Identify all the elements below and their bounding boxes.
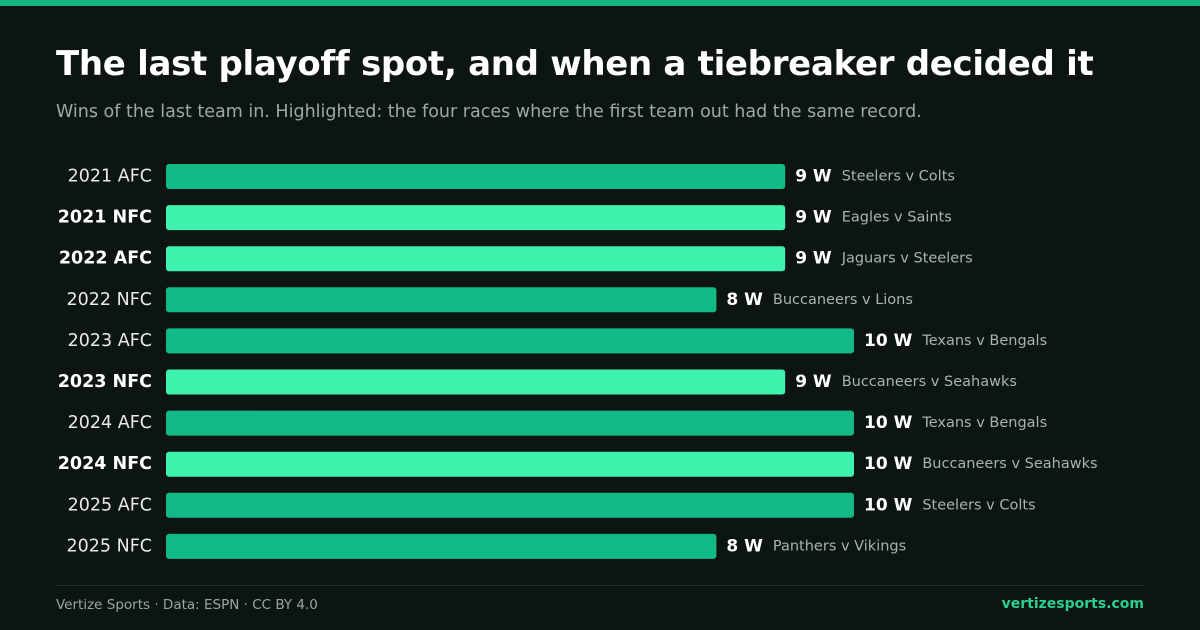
- matchup-label: Buccaneers v Seahawks: [922, 456, 1097, 472]
- category-label: 2022 NFC: [67, 290, 152, 310]
- footer-divider: [56, 585, 1144, 586]
- value-label: 10 W: [864, 331, 913, 351]
- matchup-label: Buccaneers v Lions: [773, 292, 913, 308]
- value-label: 8 W: [726, 536, 763, 556]
- bar: [166, 369, 786, 395]
- matchup-label: Panthers v Vikings: [773, 538, 906, 554]
- bar: [166, 533, 717, 559]
- category-label: 2025 NFC: [67, 536, 152, 556]
- matchup-label: Steelers v Colts: [842, 169, 955, 185]
- footer-site-link[interactable]: vertizesports.com: [1001, 596, 1144, 612]
- bar: [166, 205, 786, 231]
- bar-chart: 2021 AFC 9 W Steelers v Colts 2021 NFC 9 W Ea…: [58, 164, 1098, 559]
- category-label: 2021 NFC: [58, 208, 152, 228]
- category-label: 2021 AFC: [68, 167, 152, 187]
- top-accent-bar: [0, 0, 1200, 6]
- category-label: 2024 NFC: [58, 454, 152, 474]
- matchup-label: Eagles v Saints: [842, 210, 952, 226]
- value-label: 10 W: [864, 413, 913, 433]
- value-label: 9 W: [795, 208, 832, 228]
- matchup-label: Texans v Bengals: [921, 333, 1047, 349]
- chart-title: The last playoff spot, and when a tiebre…: [56, 44, 1094, 84]
- bar: [166, 164, 786, 189]
- bar: [166, 410, 854, 436]
- bar: [166, 328, 854, 354]
- category-label: 2023 NFC: [58, 372, 152, 392]
- matchup-label: Texans v Bengals: [921, 415, 1047, 431]
- matchup-label: Jaguars v Steelers: [841, 251, 973, 267]
- chart-subtitle: Wins of the last team in. Highlighted: t…: [56, 102, 922, 122]
- value-label: 10 W: [864, 495, 913, 515]
- value-label: 9 W: [795, 372, 832, 392]
- category-label: 2025 AFC: [68, 495, 152, 515]
- footer-credit: Vertize Sports · Data: ESPN · CC BY 4.0: [56, 597, 318, 613]
- bar: [166, 451, 854, 477]
- category-label: 2024 AFC: [68, 413, 152, 433]
- bar: [166, 287, 717, 313]
- bar: [166, 246, 786, 272]
- value-label: 8 W: [726, 290, 763, 310]
- value-label: 9 W: [795, 249, 832, 269]
- matchup-label: Buccaneers v Seahawks: [842, 374, 1017, 390]
- bar: [166, 492, 854, 518]
- value-label: 9 W: [795, 167, 832, 187]
- matchup-label: Steelers v Colts: [922, 497, 1035, 513]
- value-label: 10 W: [864, 454, 913, 474]
- category-label: 2022 AFC: [59, 249, 152, 269]
- category-label: 2023 AFC: [68, 331, 152, 351]
